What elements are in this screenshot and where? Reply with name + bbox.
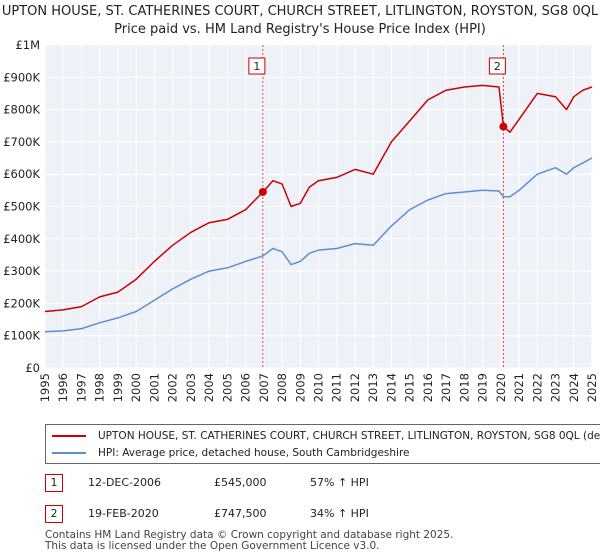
chart-title: UPTON HOUSE, ST. CATHERINES COURT, CHURC… [1, 4, 599, 19]
sale-date-2: 19-FEB-2020 [88, 507, 159, 520]
x-tick-label: 2017 [439, 373, 453, 402]
x-tick-label: 2015 [403, 373, 417, 402]
y-tick-label: £400K [3, 232, 40, 246]
y-tick-label: £200K [3, 296, 40, 310]
x-tick-label: 2024 [567, 373, 581, 402]
x-tick-label: 2003 [184, 373, 198, 402]
legend: UPTON HOUSE, ST. CATHERINES COURT, CHURC… [45, 424, 600, 464]
y-tick-label: £100K [3, 329, 40, 343]
legend-swatch-hpi [52, 452, 86, 454]
y-tick-label: £800K [3, 103, 40, 117]
y-tick-label: £300K [3, 264, 40, 278]
x-tick-label: 2004 [202, 373, 216, 402]
x-tick-label: 1998 [93, 373, 107, 402]
legend-label-hpi: HPI: Average price, detached house, Sout… [98, 447, 410, 459]
legend-label-property: UPTON HOUSE, ST. CATHERINES COURT, CHURC… [98, 430, 600, 442]
y-tick-label: £1M [15, 38, 40, 52]
y-tick-label: £500K [3, 200, 40, 214]
y-tick-label: £700K [3, 135, 40, 149]
legend-item-property: UPTON HOUSE, ST. CATHERINES COURT, CHURC… [52, 428, 600, 444]
x-tick-label: 2018 [457, 373, 471, 402]
x-tick-label: 1996 [56, 373, 70, 402]
x-tick-label: 2000 [129, 373, 143, 402]
sale-marker-1-box: 1 [45, 474, 63, 492]
sale-label-box [488, 57, 506, 75]
y-tick-label: £900K [3, 70, 40, 84]
sale-date-1: 12-DEC-2006 [88, 476, 162, 489]
sale-marker-2-box: 2 [45, 505, 63, 523]
footer-licence: This data is licensed under the Open Gov… [45, 540, 380, 552]
footer-copyright: Contains HM Land Registry data © Crown c… [45, 529, 454, 541]
x-tick-label: 2011 [330, 373, 344, 402]
sale-hpi-1: 57% ↑ HPI [310, 476, 369, 489]
x-tick-label: 1995 [38, 373, 52, 402]
sale-hpi-2: 34% ↑ HPI [310, 507, 369, 520]
x-tick-label: 2025 [585, 373, 599, 402]
legend-swatch-property [52, 435, 86, 437]
y-tick-label: £0 [25, 361, 40, 375]
x-tick-label: 2023 [549, 373, 563, 402]
sale-label-box [248, 57, 266, 75]
x-tick-label: 2021 [512, 373, 526, 402]
legend-item-hpi: HPI: Average price, detached house, Sout… [52, 445, 410, 461]
x-tick-label: 2012 [348, 373, 362, 402]
x-tick-label: 2002 [166, 373, 180, 402]
x-tick-label: 2007 [257, 373, 271, 402]
x-tick-label: 2008 [275, 373, 289, 402]
x-tick-label: 2005 [220, 373, 234, 402]
x-tick-label: 2009 [293, 373, 307, 402]
sale-point [258, 187, 267, 196]
x-tick-label: 2016 [421, 373, 435, 402]
x-tick-label: 2006 [239, 373, 253, 402]
chart-subtitle: Price paid vs. HM Land Registry's House … [114, 22, 486, 37]
x-tick-label: 2014 [384, 373, 398, 402]
sale-label: 1 [253, 60, 260, 73]
x-tick-label: 2001 [147, 373, 161, 402]
price-chart: £0 £100K £200K £300K £400K £500K £600K £700K £80… [3, 38, 599, 402]
x-tick-label: 1999 [111, 373, 125, 402]
x-tick-label: 2020 [494, 373, 508, 402]
x-tick-label: 2019 [476, 373, 490, 402]
x-tick-label: 1997 [74, 373, 88, 402]
x-tick-label: 2022 [530, 373, 544, 402]
x-tick-label: 2010 [312, 373, 326, 402]
sale-price-1: £545,000 [214, 476, 267, 489]
sale-label: 2 [494, 60, 501, 73]
series-line [44, 157, 593, 333]
series-line [44, 84, 593, 313]
sale-price-2: £747,500 [214, 507, 267, 520]
y-tick-label: £600K [3, 167, 40, 181]
footer: Contains HM Land Registry data © Crown c… [45, 530, 453, 552]
sale-point [499, 122, 508, 131]
x-tick-label: 2013 [366, 373, 380, 402]
